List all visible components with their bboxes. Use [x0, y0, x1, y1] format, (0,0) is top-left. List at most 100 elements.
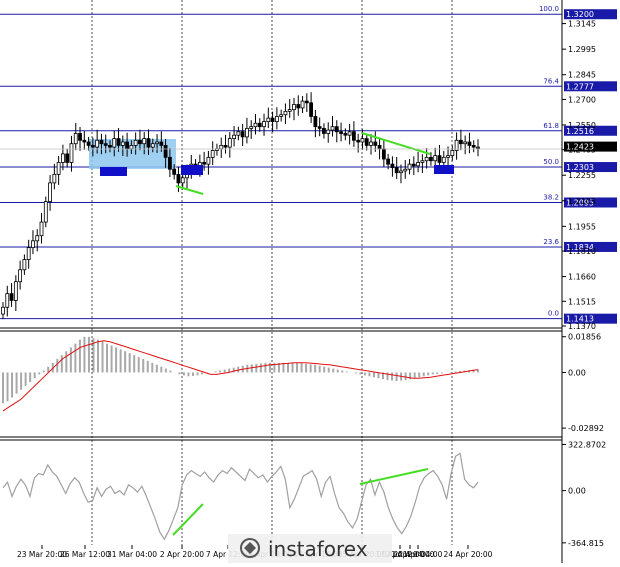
price-tick-label: 1.2845 [568, 71, 596, 80]
candle-body [227, 138, 232, 148]
watermark: instaforex [228, 534, 392, 563]
candle-body [202, 162, 207, 165]
candle-body [287, 109, 292, 112]
candle-body [416, 162, 420, 167]
candle-body [364, 138, 369, 146]
divergence-line-1 [175, 185, 204, 195]
candle-body [381, 148, 386, 160]
fib-price-tag [564, 9, 617, 20]
fib-price-tag [564, 197, 617, 208]
fib-pct-label: 61.8 [543, 122, 559, 130]
price-tick-label: 1.2550 [568, 121, 596, 130]
candle-body [450, 150, 455, 157]
candle-body [180, 177, 185, 184]
candle-body [103, 143, 108, 146]
fib-price-label: 1.1413 [566, 315, 594, 324]
fib-pct-label: 50.0 [543, 158, 559, 166]
candle-body [69, 143, 74, 163]
fib-price-tag [564, 125, 617, 136]
candle-body [373, 141, 378, 146]
cci-divergence-line-2 [359, 468, 429, 485]
candle-body [167, 156, 172, 170]
fib-pct-label: 23.6 [543, 238, 559, 246]
candle-body [403, 168, 408, 172]
fib-price-tag [564, 81, 617, 92]
candle-body [343, 133, 348, 136]
candle-body [78, 133, 82, 141]
last-price-tag [564, 141, 617, 152]
candle-body [223, 145, 228, 148]
candle-body [73, 133, 78, 145]
macd-tick-label: -0.02892 [568, 424, 604, 433]
candle-body [48, 182, 52, 203]
candle-body [138, 139, 142, 145]
fib-pct-label: 76.4 [543, 77, 559, 85]
candle-body [429, 156, 433, 162]
macd-tick-label: 0.00 [568, 368, 586, 377]
candle-body [476, 146, 480, 149]
candle-body [1, 306, 5, 315]
blue-marker-1 [100, 167, 127, 176]
candle-body [270, 117, 275, 122]
candle-body [206, 156, 211, 165]
fib-price-tag [564, 241, 617, 252]
candle-body [150, 143, 155, 148]
price-tick-label: 1.1810 [568, 247, 596, 256]
time-tick-label: 26 Mar 12:00 [60, 550, 110, 559]
fib-price-label: 1.2303 [566, 163, 594, 172]
fib-price-label: 1.3200 [566, 10, 594, 19]
candle-body [257, 122, 262, 128]
price-tick-label: 1.2995 [568, 45, 596, 54]
candle-body [433, 155, 438, 162]
candle-body [313, 116, 318, 128]
blue-marker-2 [181, 165, 203, 175]
candle-body [399, 170, 403, 174]
candle-body [296, 104, 301, 109]
candle-body [300, 100, 305, 109]
price-axis: 1.31451.29951.28451.27001.25501.24051.22… [562, 20, 617, 331]
watermark-text: instaforex [268, 537, 368, 561]
cci-divergence-line-1 [172, 503, 204, 536]
candle-body [330, 126, 335, 131]
candle-body [31, 240, 35, 249]
candle-body [116, 138, 121, 146]
candle-body [35, 235, 40, 242]
candle-body [155, 141, 159, 145]
fibonacci-levels: 100.0 1.3200 76.4 1.2777 61.8 1.2516 50.0 1.230… [0, 5, 617, 324]
candle-body [129, 145, 134, 150]
price-tick-label: 1.2255 [568, 171, 596, 180]
candle-body [411, 163, 416, 167]
fib-price-tag [564, 162, 617, 173]
macd-signal-line [2, 340, 479, 412]
time-tick-label: 17 Apr 12:00 [376, 550, 425, 559]
time-tick-label: 2 Apr 20:00 [160, 550, 204, 559]
candle-body [219, 145, 224, 150]
time-tick-label: 24 Apr 20:00 [444, 550, 493, 559]
fib-pct-label: 0.0 [548, 310, 559, 318]
price-tick-label: 1.2700 [568, 95, 596, 104]
candle-body [52, 173, 57, 184]
price-tick-label: 1.2105 [568, 197, 596, 206]
candle-body [159, 141, 164, 146]
cci-tick-label: 0.00 [568, 487, 586, 496]
cci-tick-label: -364.815 [568, 539, 604, 548]
instaforex-logo-icon [240, 538, 260, 558]
time-tick-label: 22 Apr 04:00 [394, 550, 443, 559]
candle-body [369, 141, 373, 146]
fib-pct-label: 100.0 [539, 5, 559, 13]
candle-body [61, 153, 65, 163]
candle-body [326, 129, 331, 134]
candle-body [424, 156, 429, 162]
macd-tick-label: 0.01856 [568, 333, 601, 342]
candle-body [26, 247, 31, 260]
candle-body [95, 139, 100, 148]
fib-price-label: 1.1834 [566, 243, 594, 252]
candle-body [146, 138, 151, 148]
candle-body [454, 139, 459, 151]
candle-body [176, 173, 181, 184]
candle-body [420, 160, 425, 163]
candle-body [90, 145, 95, 148]
blue-marker-3 [434, 165, 454, 174]
